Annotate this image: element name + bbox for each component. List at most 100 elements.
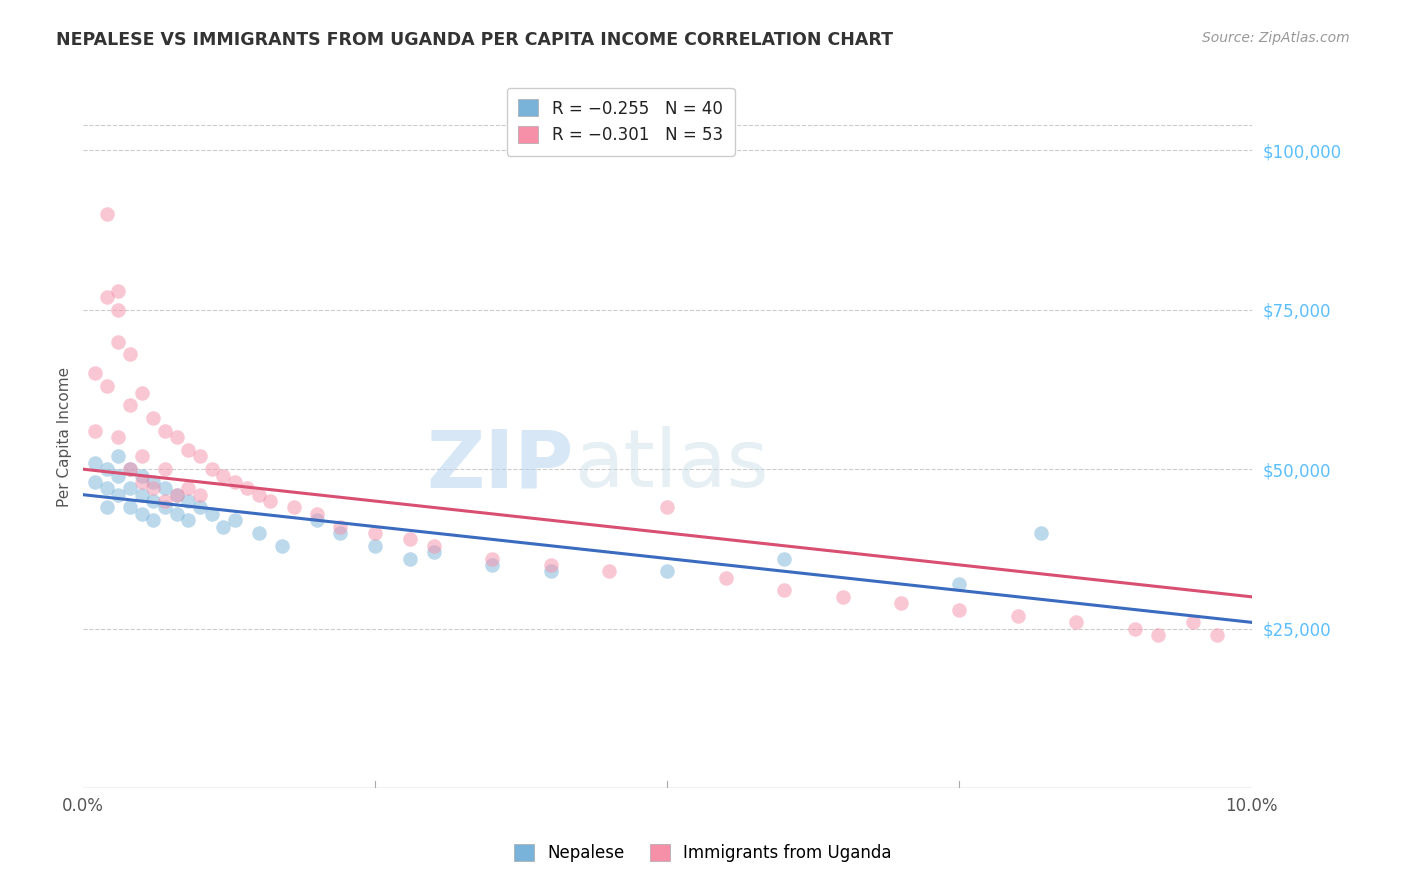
Point	[773, 551, 796, 566]
Point	[153, 462, 176, 476]
Point	[131, 488, 153, 502]
Point	[84, 424, 107, 438]
Point	[399, 551, 422, 566]
Point	[166, 430, 188, 444]
Point	[657, 564, 679, 578]
Point	[188, 488, 211, 502]
Point	[131, 468, 153, 483]
Point	[107, 284, 129, 298]
Point	[1007, 609, 1029, 624]
Point	[1147, 628, 1170, 642]
Point	[96, 290, 118, 304]
Point	[305, 507, 328, 521]
Point	[131, 385, 153, 400]
Point	[188, 450, 211, 464]
Point	[329, 526, 352, 541]
Point	[948, 577, 970, 591]
Legend: R = −0.255   N = 40, R = −0.301   N = 53: R = −0.255 N = 40, R = −0.301 N = 53	[506, 87, 734, 156]
Point	[118, 462, 141, 476]
Point	[329, 519, 352, 533]
Point	[84, 475, 107, 489]
Point	[96, 481, 118, 495]
Point	[107, 468, 129, 483]
Point	[831, 590, 853, 604]
Point	[153, 424, 176, 438]
Y-axis label: Per Capita Income: Per Capita Income	[58, 368, 72, 508]
Point	[142, 411, 165, 425]
Point	[283, 500, 305, 515]
Point	[364, 539, 387, 553]
Text: Source: ZipAtlas.com: Source: ZipAtlas.com	[1202, 31, 1350, 45]
Legend: Nepalese, Immigrants from Uganda: Nepalese, Immigrants from Uganda	[506, 836, 900, 871]
Point	[131, 507, 153, 521]
Point	[948, 602, 970, 616]
Point	[118, 398, 141, 412]
Point	[107, 488, 129, 502]
Point	[224, 475, 246, 489]
Text: atlas: atlas	[574, 426, 768, 504]
Point	[177, 481, 200, 495]
Point	[423, 545, 446, 559]
Point	[259, 494, 281, 508]
Point	[153, 494, 176, 508]
Point	[166, 507, 188, 521]
Point	[247, 526, 270, 541]
Text: NEPALESE VS IMMIGRANTS FROM UGANDA PER CAPITA INCOME CORRELATION CHART: NEPALESE VS IMMIGRANTS FROM UGANDA PER C…	[56, 31, 893, 49]
Point	[142, 513, 165, 527]
Point	[96, 207, 118, 221]
Point	[166, 488, 188, 502]
Point	[107, 450, 129, 464]
Point	[188, 500, 211, 515]
Point	[153, 481, 176, 495]
Point	[177, 513, 200, 527]
Point	[107, 430, 129, 444]
Point	[142, 475, 165, 489]
Point	[1066, 615, 1088, 630]
Point	[247, 488, 270, 502]
Point	[201, 462, 224, 476]
Point	[270, 539, 292, 553]
Point	[224, 513, 246, 527]
Point	[657, 500, 679, 515]
Point	[84, 367, 107, 381]
Point	[118, 462, 141, 476]
Point	[212, 519, 235, 533]
Point	[131, 475, 153, 489]
Point	[423, 539, 446, 553]
Point	[84, 456, 107, 470]
Point	[399, 533, 422, 547]
Point	[364, 526, 387, 541]
Point	[96, 379, 118, 393]
Point	[177, 443, 200, 458]
Point	[142, 494, 165, 508]
Point	[96, 500, 118, 515]
Point	[177, 494, 200, 508]
Point	[131, 450, 153, 464]
Point	[540, 558, 562, 572]
Point	[166, 488, 188, 502]
Point	[107, 302, 129, 317]
Point	[153, 500, 176, 515]
Point	[773, 583, 796, 598]
Point	[714, 571, 737, 585]
Point	[481, 551, 503, 566]
Point	[118, 347, 141, 361]
Point	[540, 564, 562, 578]
Point	[118, 481, 141, 495]
Point	[481, 558, 503, 572]
Point	[96, 462, 118, 476]
Point	[890, 596, 912, 610]
Text: ZIP: ZIP	[426, 426, 574, 504]
Point	[236, 481, 259, 495]
Point	[305, 513, 328, 527]
Point	[142, 481, 165, 495]
Point	[1205, 628, 1227, 642]
Point	[107, 334, 129, 349]
Point	[201, 507, 224, 521]
Point	[598, 564, 620, 578]
Point	[212, 468, 235, 483]
Point	[118, 500, 141, 515]
Point	[1031, 526, 1053, 541]
Point	[1123, 622, 1146, 636]
Point	[1182, 615, 1205, 630]
